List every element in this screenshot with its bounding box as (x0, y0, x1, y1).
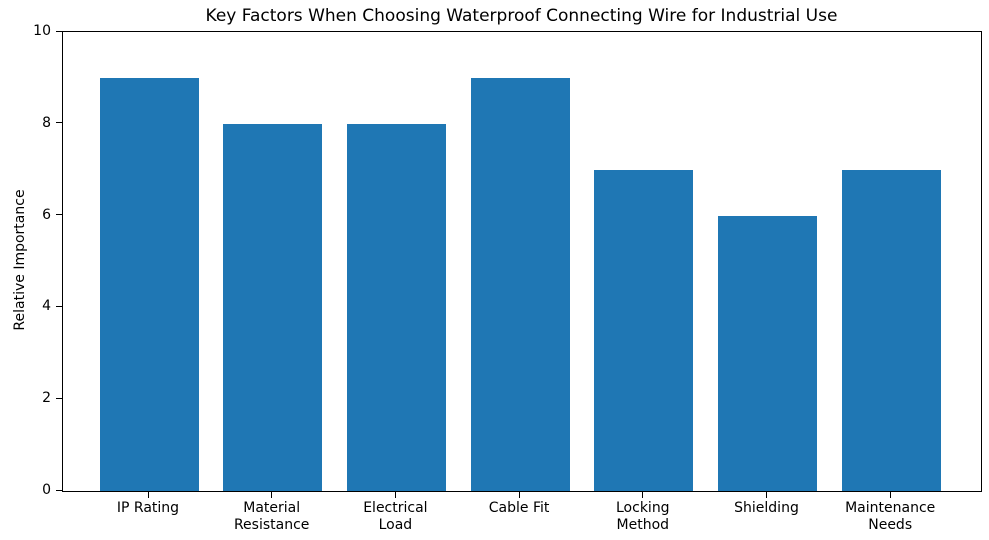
y-tick-label: 2 (42, 390, 51, 407)
x-tick-label: Electrical Load (363, 500, 428, 533)
y-tick-mark (56, 30, 62, 32)
bar-3 (346, 123, 446, 491)
plot-area (62, 31, 982, 492)
x-tick-mark (271, 492, 273, 498)
bar-6 (718, 215, 817, 491)
x-tick-mark (766, 492, 768, 498)
bar-5 (594, 169, 694, 491)
bar-1 (99, 77, 199, 491)
x-tick-mark (147, 492, 149, 498)
bar-7 (841, 169, 941, 491)
bar-4 (470, 77, 570, 491)
x-tick-label: Cable Fit (488, 500, 550, 516)
bar-2 (223, 123, 323, 491)
x-tick-label: IP Rating (116, 500, 180, 516)
y-tick-label: 6 (42, 206, 51, 223)
x-tick-mark (394, 492, 397, 498)
y-tick-mark (56, 489, 62, 491)
x-tick-mark (889, 492, 891, 498)
y-tick-mark (56, 305, 62, 308)
y-tick-mark (56, 214, 62, 216)
y-tick-label: 10 (33, 23, 51, 39)
x-tick-mark (518, 492, 520, 498)
y-tick-label: 8 (42, 114, 51, 131)
x-tick-label: Material Resistance (233, 500, 310, 533)
y-tick-mark (56, 397, 62, 399)
y-tick-label: 0 (42, 482, 51, 498)
chart-title: Key Factors When Choosing Waterproof Con… (205, 6, 838, 26)
x-tick-label: Maintenance Needs (845, 500, 936, 533)
x-tick-label: Locking Method (616, 500, 670, 533)
y-tick-label: 4 (42, 298, 51, 315)
x-tick-mark (642, 492, 644, 498)
y-tick-mark (56, 122, 62, 124)
x-tick-label: Shielding (734, 500, 799, 516)
